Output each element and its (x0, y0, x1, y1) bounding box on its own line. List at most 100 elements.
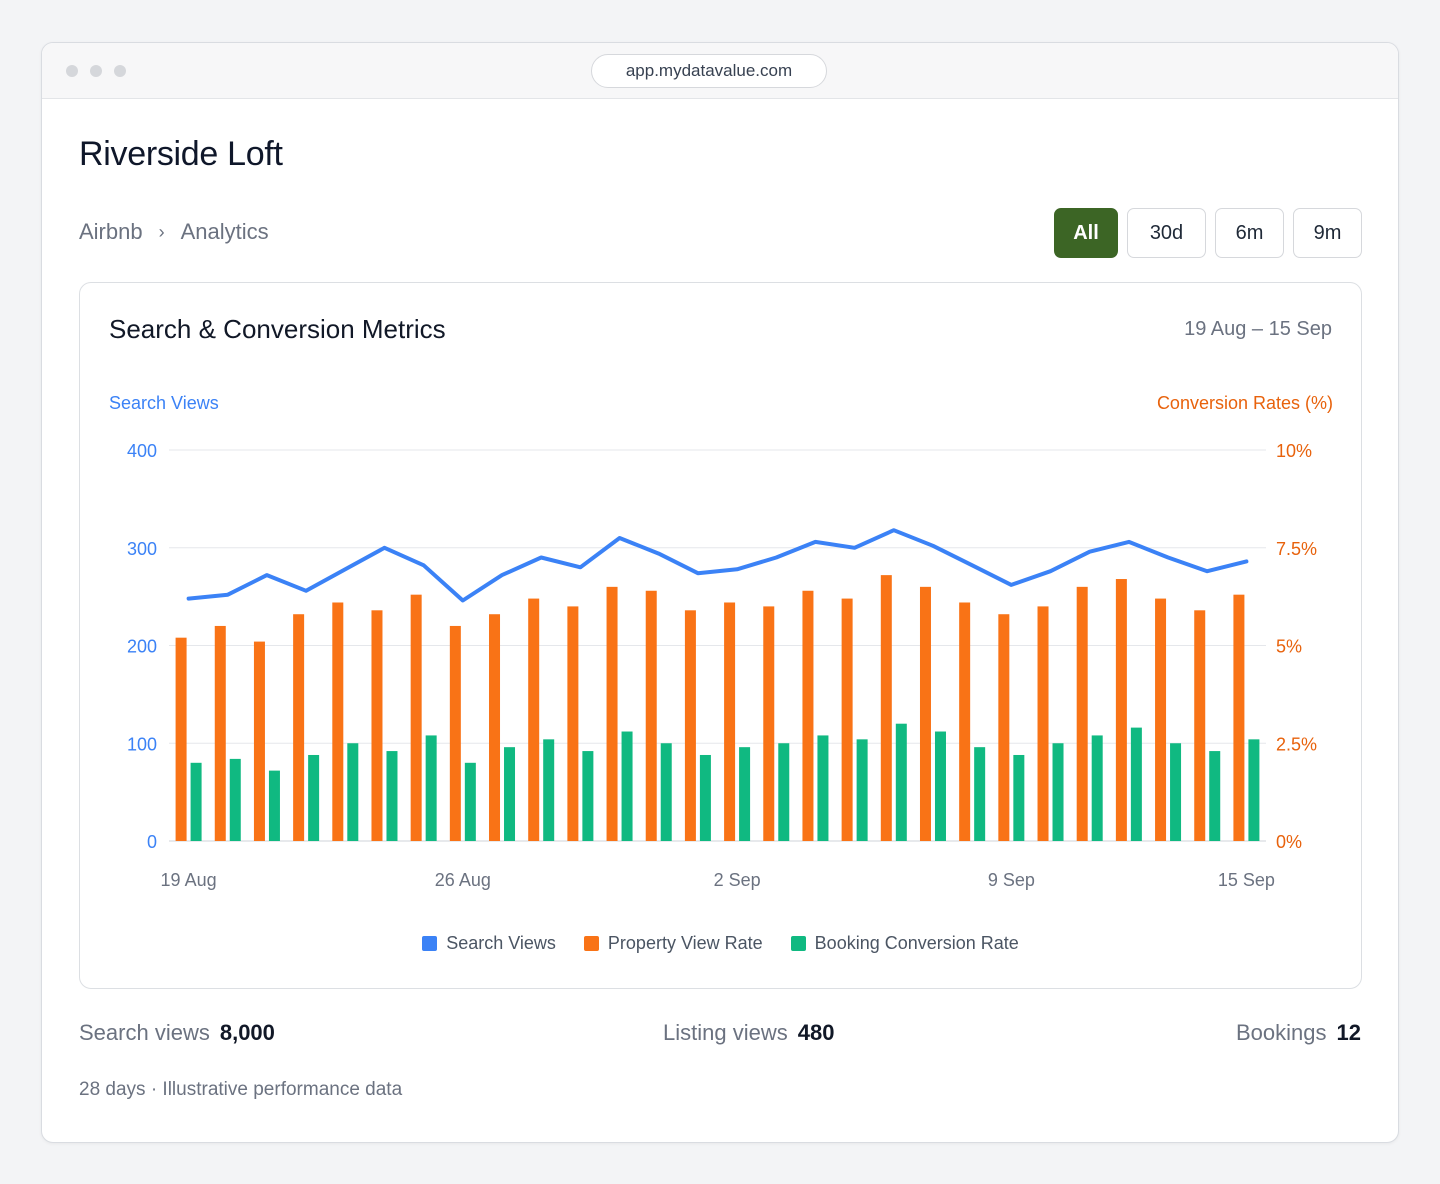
bar-property-view-rate (528, 598, 540, 841)
bar-property-view-rate (293, 614, 305, 841)
chart-date-range: 19 Aug – 15 Sep (1184, 318, 1332, 340)
left-tick-label: 300 (127, 539, 157, 559)
bar-booking-conversion-rate (386, 751, 398, 841)
bar-booking-conversion-rate (1052, 743, 1064, 841)
x-tick-label: 19 Aug (161, 870, 217, 890)
bar-property-view-rate (214, 625, 226, 841)
window-minimize-dot[interactable] (90, 65, 102, 77)
bar-booking-conversion-rate (229, 758, 241, 841)
breadcrumb: Airbnb › Analytics (79, 219, 269, 245)
left-tick-label: 100 (127, 734, 157, 754)
browser-window: app.mydatavalue.com Riverside Loft Airbn… (41, 42, 1399, 1143)
bar-property-view-rate (371, 610, 383, 841)
bar-property-view-rate (880, 575, 892, 841)
bar-booking-conversion-rate (699, 754, 711, 841)
bar-property-view-rate (489, 614, 501, 841)
legend-swatch-search-views (422, 936, 438, 951)
stat-label: Bookings (1236, 1020, 1327, 1045)
legend-swatch-property-view-rate (583, 936, 599, 951)
page-title: Riverside Loft (79, 135, 283, 173)
bar-property-view-rate (763, 606, 775, 841)
bar-property-view-rate (841, 598, 853, 841)
bar-booking-conversion-rate (817, 735, 829, 841)
bar-property-view-rate (606, 586, 618, 841)
bar-property-view-rate (959, 602, 971, 841)
breadcrumb-item-airbnb[interactable]: Airbnb (79, 219, 143, 244)
bar-booking-conversion-rate (974, 747, 986, 841)
bar-booking-conversion-rate (347, 743, 359, 841)
bar-property-view-rate (919, 586, 931, 841)
right-tick-label: 0% (1276, 832, 1302, 852)
legend-swatch-booking-conversion-rate (790, 936, 806, 951)
legend-label-search-views: Search Views (446, 933, 556, 953)
bar-property-view-rate (410, 594, 422, 841)
chart-title: Search & Conversion Metrics (109, 314, 446, 344)
window-maximize-dot[interactable] (114, 65, 126, 77)
range-button-6m[interactable]: 6m (1215, 208, 1284, 258)
right-axis-title: Conversion Rates (%) (1157, 393, 1333, 413)
right-tick-label: 5% (1276, 637, 1302, 657)
chart-plot: Search Views Conversion Rates (%) 0 0% 100 2.… (109, 393, 1333, 890)
chart-legend: Search Views Property View Rate Booking … (80, 933, 1361, 954)
chevron-right-icon: › (158, 221, 165, 242)
bar-property-view-rate (802, 590, 814, 841)
legend-label-property-view-rate: Property View Rate (607, 933, 763, 953)
bar-property-view-rate (449, 625, 461, 841)
x-tick-label: 15 Sep (1218, 870, 1275, 890)
bar-property-view-rate (175, 637, 187, 841)
bar-property-view-rate (684, 610, 696, 841)
browser-titlebar: app.mydatavalue.com (42, 43, 1398, 99)
bar-booking-conversion-rate (1248, 739, 1260, 841)
legend-item-search-views[interactable]: Search Views (422, 933, 556, 954)
bar-booking-conversion-rate (190, 762, 202, 841)
bar-property-view-rate (1076, 586, 1088, 841)
bar-booking-conversion-rate (739, 747, 751, 841)
bar-booking-conversion-rate (504, 747, 516, 841)
bar-property-view-rate (567, 606, 579, 841)
bar-booking-conversion-rate (1013, 754, 1025, 841)
left-tick-label: 200 (127, 637, 157, 657)
bar-property-view-rate (332, 602, 344, 841)
x-tick-label: 2 Sep (714, 870, 761, 890)
breadcrumb-item-analytics: Analytics (180, 219, 269, 244)
bar-property-view-rate (1233, 594, 1245, 841)
bar-property-view-rate (1115, 579, 1127, 841)
right-tick-label: 10% (1276, 441, 1312, 461)
stat-value: 8,000 (219, 1020, 275, 1045)
bar-booking-conversion-rate (778, 743, 790, 841)
bar-booking-conversion-rate (1209, 751, 1221, 841)
stat-bookings: Bookings 12 (1236, 1020, 1361, 1046)
bar-booking-conversion-rate (660, 743, 672, 841)
bar-booking-conversion-rate (543, 739, 555, 841)
bar-property-view-rate (1037, 606, 1049, 841)
range-button-30d[interactable]: 30d (1127, 208, 1206, 258)
bar-property-view-rate (253, 641, 265, 841)
chart-card: Search & Conversion Metrics 19 Aug – 15 … (79, 282, 1362, 989)
legend-item-property-view-rate[interactable]: Property View Rate (583, 933, 763, 954)
bar-booking-conversion-rate (1170, 743, 1182, 841)
stat-value: 480 (797, 1020, 835, 1045)
right-tick-label: 7.5% (1276, 539, 1317, 559)
bar-booking-conversion-rate (582, 751, 594, 841)
range-button-9m[interactable]: 9m (1293, 208, 1362, 258)
bar-booking-conversion-rate (1130, 727, 1142, 841)
bar-booking-conversion-rate (308, 754, 320, 841)
x-tick-label: 26 Aug (435, 870, 491, 890)
footnote: 28 days · Illustrative performance data (79, 1079, 403, 1100)
left-axis-title: Search Views (109, 393, 219, 413)
bar-property-view-rate (1155, 598, 1167, 841)
bar-booking-conversion-rate (934, 731, 946, 841)
left-tick-label: 0 (147, 832, 157, 852)
range-button-all[interactable]: All (1054, 208, 1118, 258)
stat-label: Search views (79, 1020, 210, 1045)
legend-label-booking-conversion-rate: Booking Conversion Rate (814, 933, 1019, 953)
bar-booking-conversion-rate (856, 739, 868, 841)
bar-booking-conversion-rate (268, 770, 280, 841)
stat-value: 12 (1336, 1020, 1361, 1045)
bar-booking-conversion-rate (1091, 735, 1103, 841)
address-bar[interactable]: app.mydatavalue.com (591, 54, 827, 88)
legend-item-booking-conversion-rate[interactable]: Booking Conversion Rate (790, 933, 1019, 954)
bar-booking-conversion-rate (895, 723, 907, 841)
stat-search-views: Search views 8,000 (79, 1020, 275, 1046)
window-close-dot[interactable] (66, 65, 78, 77)
